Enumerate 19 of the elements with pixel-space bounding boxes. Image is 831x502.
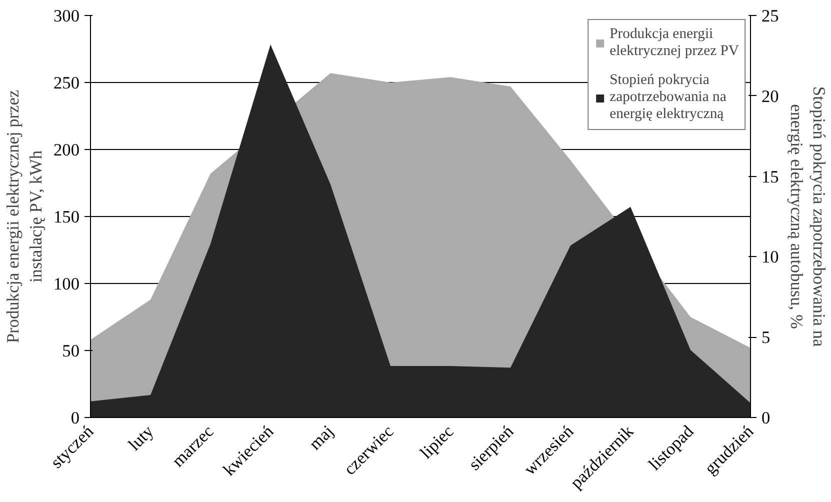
y2-tick-label: 15 — [762, 167, 779, 186]
x-tick-label: maj — [305, 422, 338, 454]
legend-label: Produkcja energii elektrycznej przez PV — [610, 26, 739, 60]
y2-tick-label: 20 — [762, 86, 779, 106]
y-axis-title: Produkcja energii elektrycznej przez instalację PV, kWh — [4, 90, 46, 344]
y2-tick-label: 0 — [762, 408, 770, 428]
y2-axis-title: Stopień pokrycia zapotrzebowania na energię elektryczną autobusu, % — [786, 86, 829, 347]
y2-tick-label: 25 — [762, 6, 779, 26]
y2-tick-label: 10 — [762, 248, 779, 267]
y-tick-label: 200 — [54, 140, 80, 160]
y-tick-label: 150 — [54, 208, 80, 226]
y-tick-label: 100 — [54, 274, 80, 294]
y2-tick-label: 5 — [762, 328, 770, 348]
legend-label: Stopień pokrycia zapotrzebowania na energię elektryczną — [610, 72, 726, 123]
y-tick-label: 0 — [70, 408, 80, 428]
y-tick-label: 300 — [54, 6, 80, 26]
y-tick-label: 250 — [54, 74, 80, 92]
x-tick-label: luty — [124, 422, 158, 454]
y-tick-label: 50 — [62, 342, 80, 360]
